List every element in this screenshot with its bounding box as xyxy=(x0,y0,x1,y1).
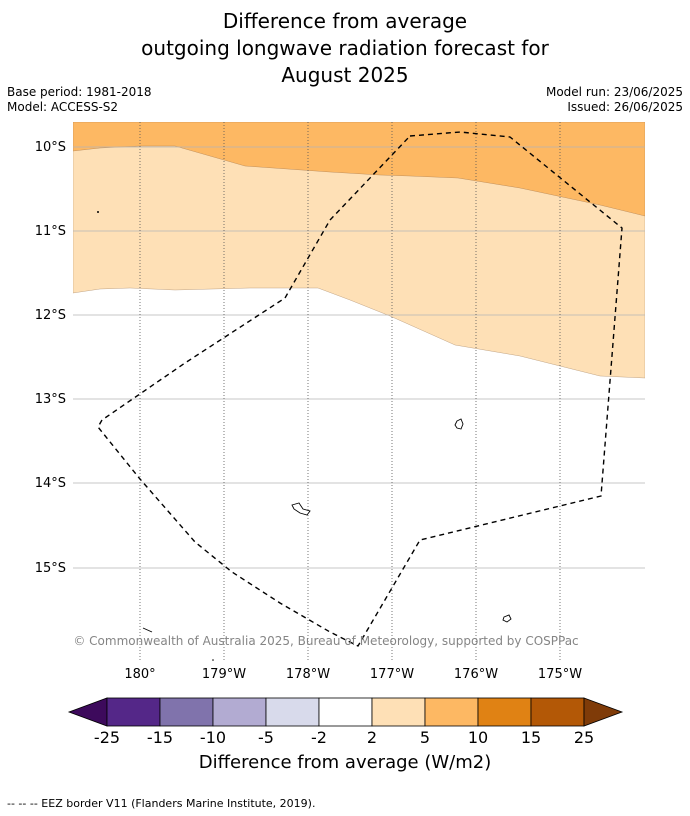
colorbar-segment xyxy=(371,697,426,727)
colorbar-tick-label: -15 xyxy=(147,728,173,747)
lat-labels: 10°S 11°S 12°S 13°S 14°S 15°S xyxy=(35,140,66,576)
eez-legend-note: -- -- -- EEZ border V11 (Flanders Marine… xyxy=(7,797,316,810)
title-line-3: August 2025 xyxy=(281,63,409,87)
colorbar-tick-label: -5 xyxy=(258,728,274,747)
meta-right: Model run: 23/06/2025 Issued: 26/06/2025 xyxy=(546,85,683,115)
colorbar-tick-label: -2 xyxy=(311,728,327,747)
model-run: Model run: 23/06/2025 xyxy=(545,85,683,99)
lat-label: 13°S xyxy=(35,392,66,407)
colorbar-segment xyxy=(159,697,214,727)
island-southwest xyxy=(142,627,153,633)
lat-label: 10°S xyxy=(35,140,66,155)
island-east xyxy=(454,418,464,430)
lat-label: 14°S xyxy=(35,476,66,491)
colorbar-segment xyxy=(265,697,320,727)
lat-label: 12°S xyxy=(35,308,66,323)
forecast-map: © Commonwealth of Australia 2025, Bureau… xyxy=(35,122,645,747)
colorbar-segment xyxy=(530,697,585,727)
island-outlines xyxy=(97,211,512,661)
lon-label: 176°W xyxy=(454,667,498,682)
colorbar: -25 -15 -10 -5 -2 2 5 10 15 25 xyxy=(67,697,624,747)
colorbar-segment xyxy=(477,697,532,727)
colorbar-tick-label: -10 xyxy=(200,728,226,747)
colorbar-tick-label: 25 xyxy=(574,728,594,747)
chart-title: Difference from average outgoing longwav… xyxy=(0,8,690,89)
colorbar-segment xyxy=(424,697,479,727)
title-line-2: outgoing longwave radiation forecast for xyxy=(141,36,549,60)
lon-label: 175°W xyxy=(538,667,582,682)
lat-gridlines xyxy=(73,146,645,569)
island-dot-south xyxy=(212,659,214,661)
colorbar-extend-low xyxy=(67,697,108,727)
anomaly-region-2-to-5 xyxy=(73,122,645,379)
colorbar-segment xyxy=(212,697,267,727)
island-dot-northwest xyxy=(97,211,99,213)
colorbar-segment xyxy=(318,697,373,727)
anomaly-field xyxy=(73,122,645,660)
lon-label: 179°W xyxy=(202,667,246,682)
map-attribution: © Commonwealth of Australia 2025, Bureau… xyxy=(73,634,578,648)
colorbar-tick-label: 2 xyxy=(367,728,377,747)
lon-labels: 180° 179°W 178°W 177°W 176°W 175°W xyxy=(124,667,582,682)
title-line-1: Difference from average xyxy=(222,9,468,33)
colorbar-segment xyxy=(106,697,161,727)
colorbar-tick-label: 15 xyxy=(521,728,541,747)
colorbar-tick-label: 10 xyxy=(468,728,488,747)
colorbar-tick-label: 5 xyxy=(420,728,430,747)
colorbar-extend-high xyxy=(583,697,624,727)
model-name: Model: ACCESS-S2 xyxy=(7,100,119,114)
lon-label: 178°W xyxy=(286,667,330,682)
base-period: Base period: 1981-2018 xyxy=(7,85,152,99)
lon-label: 177°W xyxy=(370,667,414,682)
lon-label: 180° xyxy=(124,667,155,682)
island-central xyxy=(291,502,311,516)
colorbar-tick-label: -25 xyxy=(94,728,120,747)
lat-label: 11°S xyxy=(35,224,66,239)
eez-border xyxy=(97,131,623,647)
lat-label: 15°S xyxy=(35,561,66,576)
island-southeast xyxy=(502,614,512,623)
colorbar-title: Difference from average (W/m2) xyxy=(198,752,492,773)
meta-left: Base period: 1981-2018 Model: ACCESS-S2 xyxy=(7,85,152,115)
issued-date: Issued: 26/06/2025 xyxy=(567,100,683,114)
